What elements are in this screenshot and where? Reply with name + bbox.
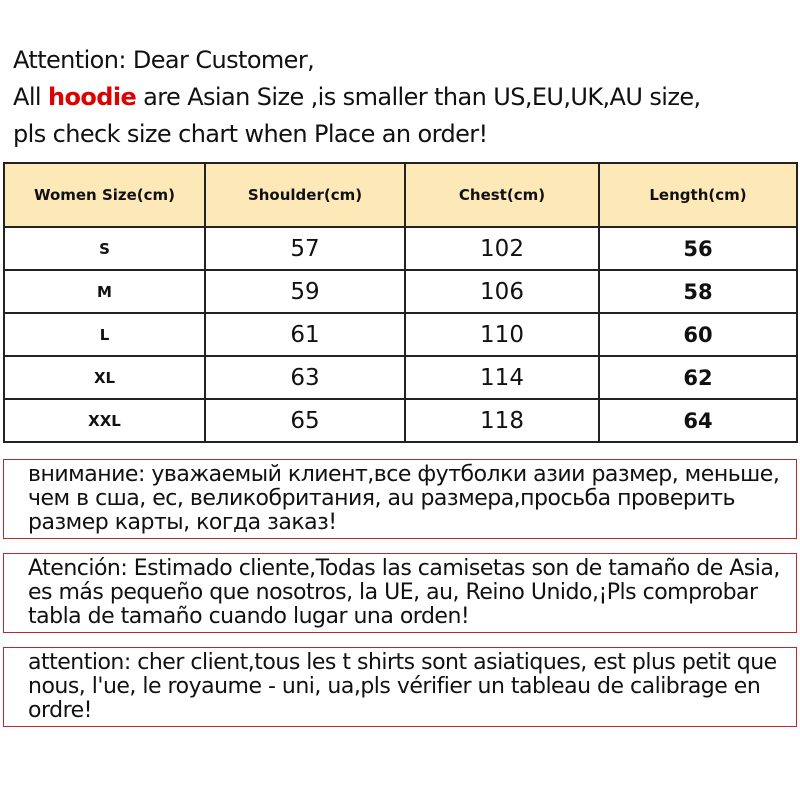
intro-line-2: All hoodie are Asian Size ,is smaller th… bbox=[13, 79, 701, 116]
notice-spanish: Atención: Estimado cliente,Todas las cam… bbox=[3, 553, 797, 633]
cell-shoulder: 61 bbox=[204, 312, 406, 357]
table-row: M 59 106 58 bbox=[3, 269, 798, 314]
intro-line-2-pre: All bbox=[13, 83, 48, 111]
intro-line-2-post: are Asian Size ,is smaller than US,EU,UK… bbox=[136, 83, 701, 111]
cell-chest: 110 bbox=[404, 312, 600, 357]
intro-line-1: Attention: Dear Customer, bbox=[13, 46, 315, 74]
cell-length: 58 bbox=[598, 269, 798, 314]
cell-shoulder: 63 bbox=[204, 355, 406, 400]
header-chest: Chest(cm) bbox=[404, 162, 600, 228]
table-header-row: Women Size(cm) Shoulder(cm) Chest(cm) Le… bbox=[3, 162, 798, 228]
cell-chest: 106 bbox=[404, 269, 600, 314]
cell-chest: 114 bbox=[404, 355, 600, 400]
table-row: XL 63 114 62 bbox=[3, 355, 798, 400]
product-highlight: hoodie bbox=[47, 83, 137, 111]
cell-shoulder: 59 bbox=[204, 269, 406, 314]
cell-length: 62 bbox=[598, 355, 798, 400]
size-chart-table: Women Size(cm) Shoulder(cm) Chest(cm) Le… bbox=[3, 162, 798, 443]
cell-length: 64 bbox=[598, 398, 798, 443]
header-shoulder: Shoulder(cm) bbox=[204, 162, 406, 228]
intro-line-3: pls check size chart when Place an order… bbox=[13, 120, 488, 148]
cell-size: L bbox=[3, 312, 206, 357]
cell-chest: 118 bbox=[404, 398, 600, 443]
table-row: L 61 110 60 bbox=[3, 312, 798, 357]
header-length: Length(cm) bbox=[598, 162, 798, 228]
cell-size: M bbox=[3, 269, 206, 314]
notice-french: attention: cher client,tous les t shirts… bbox=[3, 647, 797, 727]
table-row: XXL 65 118 64 bbox=[3, 398, 798, 443]
cell-size: XXL bbox=[3, 398, 206, 443]
cell-length: 60 bbox=[598, 312, 798, 357]
cell-length: 56 bbox=[598, 226, 798, 271]
table-row: S 57 102 56 bbox=[3, 226, 798, 271]
intro-text: Attention: Dear Customer, All hoodie are… bbox=[13, 42, 701, 153]
header-size: Women Size(cm) bbox=[3, 162, 206, 228]
notice-russian: внимание: уважаемый клиент,все футболки … bbox=[3, 459, 797, 539]
cell-size: S bbox=[3, 226, 206, 271]
cell-size: XL bbox=[3, 355, 206, 400]
cell-shoulder: 65 bbox=[204, 398, 406, 443]
cell-chest: 102 bbox=[404, 226, 600, 271]
cell-shoulder: 57 bbox=[204, 226, 406, 271]
